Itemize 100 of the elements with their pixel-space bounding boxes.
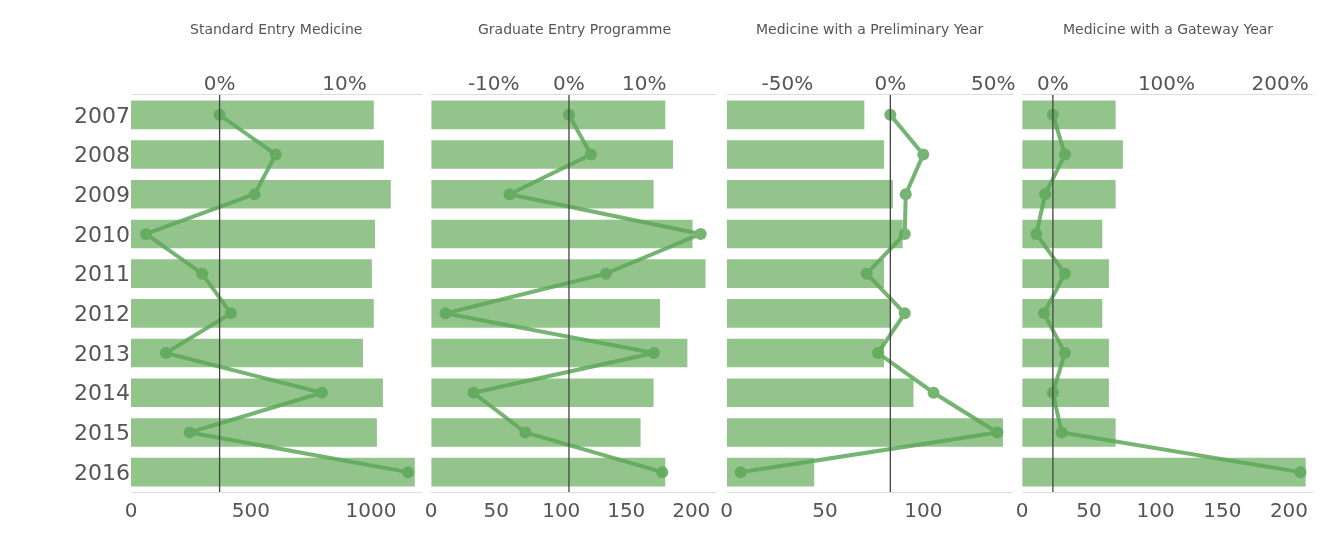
bar	[1022, 179, 1116, 209]
x-tick-label: 50	[483, 498, 509, 522]
bar	[726, 418, 1003, 447]
x2-tick-label: 200%	[1251, 71, 1309, 95]
bar	[1022, 457, 1306, 487]
bar	[131, 140, 384, 169]
x-tick-label: 150	[607, 498, 646, 522]
bar	[131, 259, 372, 288]
bar	[726, 179, 893, 209]
x-tick-label: 50	[1076, 498, 1102, 522]
x-tick-label: 100	[542, 498, 581, 522]
y-tick-label: 2011	[74, 261, 130, 287]
bar	[431, 140, 674, 169]
point	[1294, 466, 1307, 479]
bar	[431, 219, 693, 249]
x2-tick-label: 50%	[970, 71, 1016, 95]
point	[1039, 188, 1052, 201]
point	[503, 188, 516, 201]
x2-tick-label: -50%	[761, 71, 814, 95]
x-tick-label: 0	[720, 498, 734, 522]
chart-title: Standard Entry Medicine	[190, 21, 363, 37]
bar	[1022, 140, 1123, 169]
chart-title: Medicine with a Gateway Year	[1063, 21, 1274, 37]
point	[139, 227, 152, 240]
point	[269, 148, 282, 161]
bar	[726, 299, 891, 328]
y-tick-label: 2007	[74, 102, 130, 128]
point	[599, 267, 612, 280]
point	[648, 347, 661, 360]
point	[402, 466, 415, 479]
bar	[131, 338, 363, 368]
bar	[131, 100, 374, 130]
point	[991, 426, 1004, 439]
y-tick-label: 2009	[74, 181, 130, 207]
x2-tick-label: 0%	[874, 71, 907, 95]
x2-tick-label: -10%	[467, 71, 520, 95]
point	[898, 227, 911, 240]
point	[1058, 148, 1071, 161]
bar	[726, 219, 903, 249]
chart-title: Medicine with a Preliminary Year	[756, 21, 984, 37]
point	[224, 307, 237, 320]
point	[1058, 267, 1071, 280]
point	[871, 347, 884, 360]
y-tick-label: 2013	[74, 340, 130, 366]
bar	[431, 179, 654, 209]
y-tick-label: 2015	[74, 420, 130, 446]
y-tick-label: 2014	[74, 380, 130, 406]
bar	[131, 457, 415, 487]
bar	[431, 259, 706, 288]
x2-tick-label: 100%	[1137, 71, 1196, 95]
bar	[431, 299, 661, 328]
bar	[431, 457, 666, 487]
bar	[131, 378, 383, 408]
point	[519, 426, 532, 439]
point	[927, 386, 940, 399]
x2-tick-label: 0%	[553, 71, 585, 95]
bar	[431, 378, 654, 408]
bar	[131, 219, 375, 249]
x2-tick-label: 10%	[322, 71, 367, 95]
bar	[431, 100, 666, 130]
point	[439, 307, 452, 320]
point	[467, 386, 480, 399]
x-tick-label: 0	[1015, 498, 1029, 522]
x-tick-label: 200	[1269, 498, 1309, 522]
x2-tick-label: 0%	[203, 71, 236, 95]
x-tick-label: 1000	[345, 498, 397, 522]
point	[1058, 347, 1071, 360]
bar	[726, 378, 914, 408]
bar	[1022, 100, 1116, 130]
y-tick-label: 2008	[74, 142, 130, 168]
point	[1030, 227, 1043, 240]
point	[898, 307, 911, 320]
point	[656, 466, 669, 479]
point	[899, 188, 912, 201]
point	[196, 267, 209, 280]
bar	[131, 179, 391, 209]
point	[1037, 307, 1050, 320]
bar	[726, 140, 885, 169]
x2-tick-label: 0%	[1037, 71, 1069, 95]
point	[734, 466, 747, 479]
bar	[726, 338, 885, 368]
point	[917, 148, 930, 161]
x-tick-label: 100	[1136, 498, 1175, 522]
x-tick-label: 100	[904, 498, 943, 522]
chart-title: Graduate Entry Programme	[478, 21, 672, 37]
bar	[131, 418, 377, 447]
bar	[1022, 378, 1109, 408]
x-tick-label: 500	[231, 498, 271, 522]
x-tick-label: 200	[672, 498, 711, 522]
point	[584, 148, 597, 161]
bar	[726, 100, 865, 130]
point	[248, 188, 261, 201]
x-tick-label: 50	[812, 498, 838, 522]
x2-tick-label: 10%	[622, 71, 667, 95]
point	[1055, 426, 1068, 439]
x-tick-label: 0	[424, 498, 438, 522]
bar	[726, 259, 885, 288]
point	[860, 267, 873, 280]
point	[183, 426, 196, 439]
x-tick-label: 150	[1203, 498, 1242, 522]
